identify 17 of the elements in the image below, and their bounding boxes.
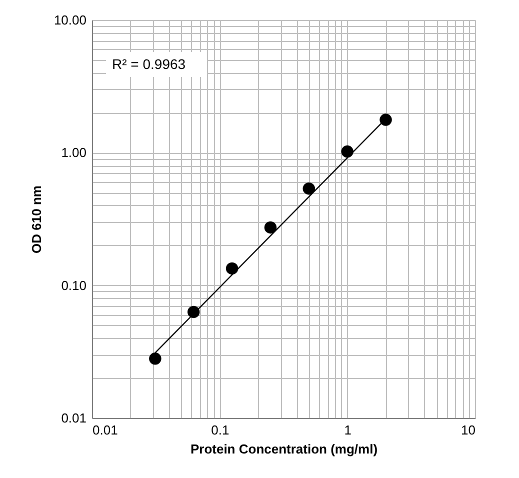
x-axis-title: Protein Concentration (mg/ml) — [190, 442, 378, 456]
x-tick-label: 0.01 — [92, 422, 118, 438]
point — [226, 262, 238, 275]
annotation: R² = 0.9963 — [112, 56, 186, 72]
y-tick-label: 10.00 — [54, 12, 86, 28]
point — [149, 352, 162, 365]
x-tick-label: 0.1 — [211, 422, 230, 438]
y-axis-title: OD 610 nm — [28, 186, 44, 254]
point — [302, 182, 316, 195]
x-tick-label: 10 — [461, 422, 476, 438]
y-tick-label: 0.01 — [61, 410, 86, 426]
point — [341, 145, 354, 158]
point — [380, 114, 392, 126]
point — [264, 221, 277, 234]
x-tick-label: 1 — [344, 422, 352, 438]
y-tick-label: 1.00 — [61, 145, 86, 160]
y-tick-label: 0.10 — [61, 278, 86, 293]
